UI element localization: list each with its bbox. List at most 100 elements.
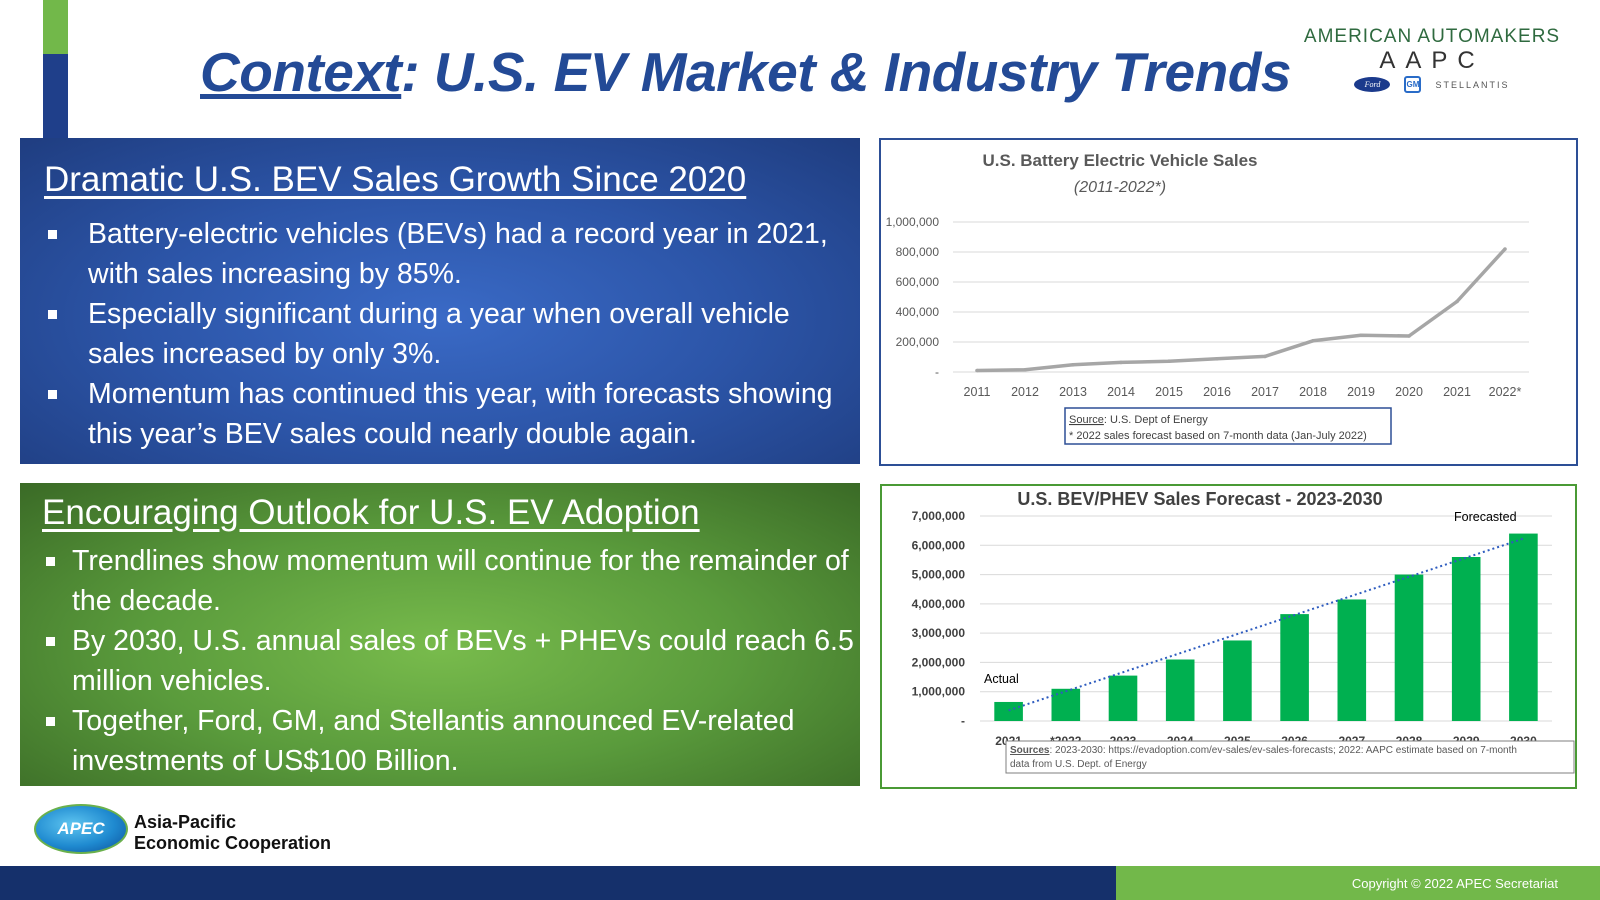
ford-logo-icon: Ford <box>1354 77 1391 92</box>
automaker-brands: Ford GM STELLANTIS <box>1292 76 1572 93</box>
data-point <box>1023 367 1027 372</box>
bev-sales-line-chart: U.S. Battery Electric Vehicle Sales (2011… <box>879 138 1578 466</box>
data-point <box>1311 339 1315 343</box>
slide-title-rest: : U.S. EV Market & Industry Trends <box>401 41 1291 103</box>
x-tick-label: 2019 <box>1347 385 1375 399</box>
x-tick-label: 2017 <box>1251 385 1279 399</box>
bullet-item: Momentum has continued this year, with f… <box>44 374 860 454</box>
bev-sales-chart-svg: U.S. Battery Electric Vehicle Sales (2011… <box>886 151 1529 445</box>
source-text: Sources: 2023-2030: https://evadoption.c… <box>1010 745 1517 756</box>
bev-growth-bullets: Battery-electric vehicles (BEVs) had a r… <box>44 214 860 454</box>
aapc-logo-line2: AAPC <box>1379 47 1485 74</box>
source-box <box>1064 407 1392 445</box>
y-tick-label: 200,000 <box>896 335 940 349</box>
y-tick-label: 400,000 <box>896 305 940 319</box>
bev-growth-panel: Dramatic U.S. BEV Sales Growth Since 202… <box>20 138 860 464</box>
y-tick-label: 1,000,000 <box>886 215 940 229</box>
data-point <box>1455 299 1459 304</box>
bullet-square-icon <box>48 310 57 319</box>
slide-title-underlined: Context <box>200 41 402 103</box>
bev-growth-heading: Dramatic U.S. BEV Sales Growth Since 202… <box>44 160 747 199</box>
footer-bar-green <box>1116 866 1600 900</box>
bullet-text: Together, Ford, GM, and Stellantis annou… <box>72 705 795 777</box>
bullet-item: By 2030, U.S. annual sales of BEVs + PHE… <box>42 621 858 701</box>
source-value: : 2023-2030: https://evadoption.com/ev-s… <box>1049 745 1516 756</box>
bullet-text: By 2030, U.S. annual sales of BEVs + PHE… <box>72 625 854 697</box>
data-point <box>975 368 979 373</box>
bev-sales-series-line <box>976 247 1507 373</box>
x-tick-label: 2018 <box>1299 385 1327 399</box>
bullet-text: Trendlines show momentum will continue f… <box>72 545 849 617</box>
y-tick-label: 6,000,000 <box>912 538 966 552</box>
forecast-bar <box>1223 640 1252 721</box>
chart-title: U.S. Battery Electric Vehicle Sales <box>983 151 1258 170</box>
bullet-square-icon <box>48 230 57 239</box>
forecast-bar <box>1394 574 1424 721</box>
source-value: : U.S. Dept of Energy <box>1104 414 1208 426</box>
x-tick-label: 2011 <box>964 385 991 399</box>
data-point <box>1503 247 1507 251</box>
forecast-bar <box>1337 599 1367 721</box>
forecast-bar <box>1451 557 1481 721</box>
bullet-square-icon <box>48 390 57 399</box>
apec-logo: APEC Asia-Pacific Economic Cooperation <box>34 804 354 860</box>
data-point <box>1071 363 1075 367</box>
bullet-square-icon <box>46 717 55 726</box>
forecasted-label: Forecasted <box>1454 510 1517 524</box>
stellantis-logo-icon: STELLANTIS <box>1435 79 1510 90</box>
ev-outlook-heading: Encouraging Outlook for U.S. EV Adoption <box>42 493 700 532</box>
x-tick-label: 2015 <box>1155 385 1183 399</box>
apec-wordmark: Asia-Pacific Economic Cooperation <box>134 812 331 854</box>
bullet-item: Together, Ford, GM, and Stellantis annou… <box>42 701 858 781</box>
y-tick-label: 2,000,000 <box>912 655 966 669</box>
accent-bar-blue <box>43 54 68 138</box>
slide-title: Context: U.S. EV Market & Industry Trend… <box>200 40 1291 104</box>
x-tick-label: 2016 <box>1203 385 1231 399</box>
x-tick-label: 2021 <box>1443 385 1471 399</box>
y-tick-label: 1,000,000 <box>912 685 966 699</box>
bullet-item: Battery-electric vehicles (BEVs) had a r… <box>44 214 860 294</box>
y-tick-label: 7,000,000 <box>912 509 966 523</box>
x-tick-label: 2014 <box>1107 385 1135 399</box>
source-text-cont: data from U.S. Dept. of Energy <box>1010 759 1147 770</box>
bullet-square-icon <box>46 637 55 646</box>
data-point <box>1119 360 1123 365</box>
y-tick-label: 600,000 <box>896 275 940 289</box>
ev-forecast-bar-chart: U.S. BEV/PHEV Sales Forecast - 2023-2030… <box>880 484 1577 789</box>
bullet-square-icon <box>46 557 55 566</box>
apec-line2: Economic Cooperation <box>134 833 332 853</box>
bullet-text: Momentum has continued this year, with f… <box>88 378 833 450</box>
source-label: Sources <box>1010 745 1050 756</box>
source-label: Source <box>1069 414 1104 426</box>
y-tick-label: - <box>935 365 939 379</box>
x-tick-label: 2013 <box>1059 385 1087 399</box>
y-tick-label: - <box>961 714 965 728</box>
chart-subtitle: (2011-2022*) <box>1074 179 1166 196</box>
data-point <box>1215 357 1219 361</box>
apec-line1: Asia-Pacific <box>134 812 237 832</box>
y-tick-label: 800,000 <box>896 245 940 259</box>
bullet-text: Especially significant during a year whe… <box>88 298 790 370</box>
y-tick-label: 3,000,000 <box>912 626 966 640</box>
trendline <box>1008 537 1524 712</box>
copyright-text: Copyright © 2022 APEC Secretariat <box>1351 876 1558 891</box>
source-box <box>1005 740 1575 774</box>
x-tick-label: 2012 <box>1011 385 1039 399</box>
aapc-logo: AMERICAN AUTOMAKERS AAPC Ford GM STELLAN… <box>1292 26 1572 98</box>
forecast-bar <box>1108 675 1138 721</box>
x-tick-label: 2020 <box>1395 385 1423 399</box>
data-point <box>1263 354 1267 359</box>
actual-label: Actual <box>984 672 1019 686</box>
forecast-bar <box>1165 659 1195 721</box>
bullet-text: Battery-electric vehicles (BEVs) had a r… <box>88 218 828 290</box>
data-point <box>1167 359 1171 363</box>
bullet-item: Trendlines show momentum will continue f… <box>42 541 858 621</box>
x-tick-label: 2022* <box>1489 385 1522 399</box>
forecast-bar <box>1280 614 1309 721</box>
data-point <box>1359 333 1363 338</box>
forecast-bar <box>994 701 1023 721</box>
ev-forecast-chart-svg: U.S. BEV/PHEV Sales Forecast - 2023-2030… <box>912 489 1575 774</box>
source-text: Source: U.S. Dept of Energy <box>1069 414 1208 426</box>
ev-outlook-bullets: Trendlines show momentum will continue f… <box>42 541 858 781</box>
footer-bar-blue <box>0 866 1116 900</box>
